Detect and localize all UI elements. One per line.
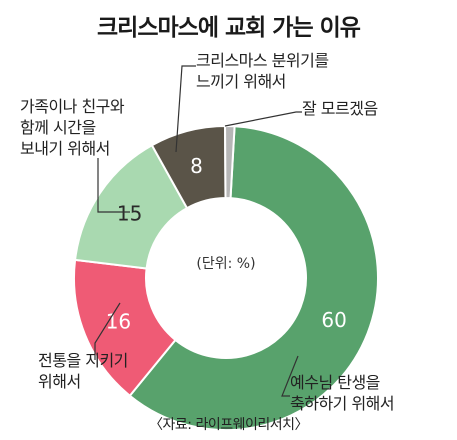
value-label-christmas-mood: 8 — [190, 154, 203, 178]
slice-label-christmas-mood: 크리스마스 분위기를 느끼기 위해서 — [196, 51, 329, 91]
chart-title: 크리스마스에 교회 가는 이유 — [97, 15, 361, 41]
leader-line-not-sure — [224, 111, 302, 127]
value-label-family-time: 15 — [117, 201, 142, 225]
unit-label: (단위: %) — [196, 256, 255, 272]
value-label-celebrate-birth: 60 — [321, 308, 346, 332]
slice-not-sure — [224, 125, 236, 200]
slice-label-celebrate-birth: 예수님 탄생을 축하하기 위해서 — [290, 373, 395, 413]
leader-line-family-time — [97, 158, 130, 213]
leader-line-keep-tradition — [94, 302, 121, 360]
value-label-keep-tradition: 16 — [106, 309, 131, 333]
leader-line-christmas-mood — [175, 65, 196, 153]
slice-label-family-time: 가족이나 친구와 함께 시간을 보내기 위해서 — [20, 97, 125, 158]
slice-label-keep-tradition: 전통을 지키기 위해서 — [38, 351, 128, 391]
slice-label-not-sure: 잘 모르겠음 — [302, 99, 378, 118]
source-note: 〈자료: 라이프웨이리서치〉 — [149, 417, 308, 433]
leader-line-celebrate-birth — [281, 355, 299, 397]
slice-celebrate-birth — [128, 125, 379, 431]
